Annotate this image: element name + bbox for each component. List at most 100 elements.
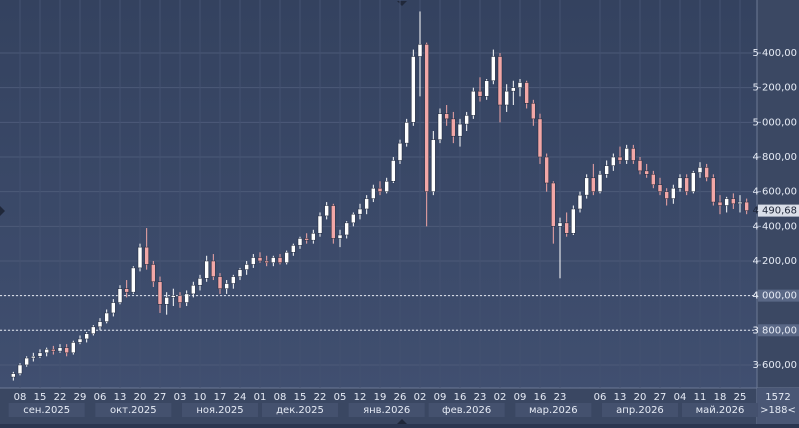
candle-body (551, 182, 556, 227)
candle-body (611, 156, 616, 166)
y-tick-label: 4 600,00 (752, 187, 797, 198)
candle-body (251, 257, 256, 265)
x-tick-label: 02 (494, 392, 507, 403)
candle-body (11, 373, 16, 378)
candle-body (171, 295, 176, 298)
x-tick-label: 15 (34, 392, 47, 403)
candle-body (37, 352, 43, 357)
candle-body (191, 284, 196, 295)
candle-body (577, 194, 583, 210)
candle-body (644, 170, 649, 175)
x-tick-label: 23 (474, 392, 487, 403)
candle-body (417, 44, 423, 57)
candle-body (224, 283, 229, 289)
candle-body (331, 205, 336, 239)
candle-body (384, 181, 389, 192)
candle-body (31, 356, 36, 359)
candle-body (51, 349, 56, 352)
month-label: сен.2025 (23, 405, 70, 416)
candle-body (724, 198, 729, 206)
price-axis (757, 0, 799, 388)
candle-body (671, 187, 676, 199)
candle-body (377, 187, 383, 192)
candle-body (617, 156, 623, 161)
candle-body (317, 215, 323, 234)
x-tick-label: 20 (134, 392, 147, 403)
candle-body (391, 160, 396, 182)
x-tick-label: 22 (314, 392, 327, 403)
last-price-pointer (757, 204, 762, 217)
candle-body (84, 333, 89, 340)
x-tick-label: 20 (634, 392, 647, 403)
candle-body (691, 172, 696, 192)
candle-body (204, 260, 209, 279)
left-marker (0, 206, 5, 216)
x-tick-label: 27 (654, 392, 667, 403)
candle-body (471, 90, 476, 116)
candle-body (244, 264, 249, 270)
month-band (261, 403, 338, 417)
candle-body (697, 167, 703, 173)
candle-body (631, 148, 636, 161)
candle-body (504, 90, 509, 106)
footer-range: >188< (760, 405, 796, 416)
x-tick-label: 03 (174, 392, 187, 403)
month-label: фев.2026 (442, 405, 491, 416)
candle-body (357, 208, 363, 215)
month-band (428, 403, 505, 417)
candle-body (111, 302, 116, 314)
x-tick-label: 04 (674, 392, 687, 403)
footer-count: 1572 (765, 392, 790, 403)
x-tick-label: 06 (94, 392, 107, 403)
x-tick-label: 24 (234, 392, 247, 403)
x-tick-label: 16 (534, 392, 547, 403)
candle-body (237, 269, 243, 277)
candle-body (71, 342, 76, 354)
x-tick-label: 26 (394, 392, 407, 403)
footer-box (757, 388, 799, 424)
candle-body (184, 293, 189, 303)
candle-body (144, 246, 149, 265)
x-tick-label: 29 (74, 392, 87, 403)
x-tick-label: 06 (594, 392, 607, 403)
y-tick-label: 4 800,00 (752, 152, 797, 163)
x-tick-label: 05 (334, 392, 347, 403)
candle-body (257, 257, 263, 262)
candle-body (264, 260, 269, 263)
candle-body (324, 205, 329, 217)
level-label: 3 800,00 (752, 325, 797, 336)
month-label: янв.2026 (363, 405, 410, 416)
y-tick-label: 5 200,00 (752, 83, 797, 94)
candle-body (151, 264, 156, 283)
candle-body (77, 338, 83, 343)
candle-body (731, 198, 736, 205)
candle-body (484, 80, 489, 97)
y-tick-label: 3 600,00 (752, 360, 797, 371)
candle-body (297, 238, 303, 246)
month-label: ноя.2025 (196, 405, 243, 416)
candle-body (397, 142, 403, 161)
level-box (758, 324, 799, 337)
y-tick-label: 5 000,00 (752, 117, 797, 128)
candle-body (157, 281, 163, 305)
month-band (681, 403, 758, 417)
month-label: дек.2025 (276, 405, 324, 416)
candle-body (597, 174, 603, 192)
month-label: окт.2025 (110, 405, 157, 416)
x-tick-label: 19 (374, 392, 387, 403)
candle-body (337, 234, 343, 239)
candle-body (624, 148, 629, 161)
x-tick-label: 09 (434, 392, 447, 403)
candle-body (104, 312, 109, 322)
x-tick-label: 13 (114, 392, 127, 403)
last-price-label: 4 490,68 (752, 206, 797, 217)
candle-body (44, 349, 49, 354)
candle-body (591, 177, 596, 192)
candle-body (557, 222, 563, 227)
candle-body (371, 187, 376, 199)
candle-body (457, 123, 463, 137)
candle-body (364, 198, 369, 210)
candle-body (711, 177, 716, 203)
candle-body (124, 288, 129, 293)
candle-body (604, 165, 609, 175)
